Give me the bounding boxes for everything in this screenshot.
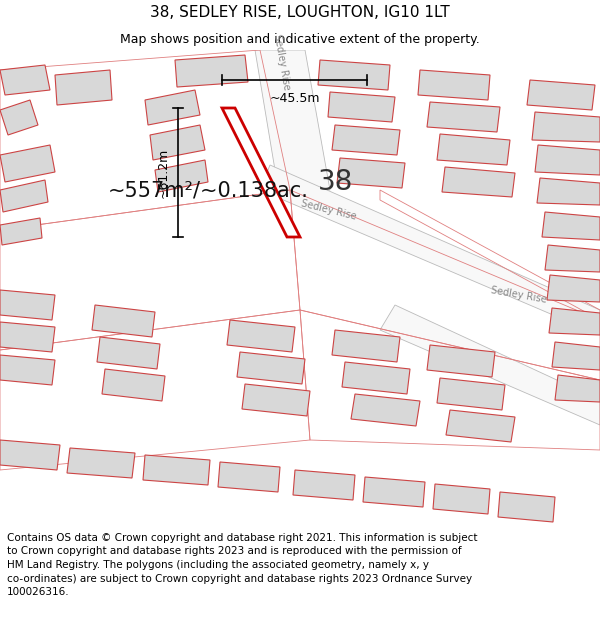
Polygon shape <box>97 337 160 369</box>
Polygon shape <box>552 342 600 370</box>
Text: ~45.5m: ~45.5m <box>269 92 320 105</box>
Polygon shape <box>427 102 500 132</box>
Polygon shape <box>442 167 515 197</box>
Text: Sedley Rise: Sedley Rise <box>272 33 292 91</box>
Polygon shape <box>145 90 200 125</box>
Polygon shape <box>222 108 300 237</box>
Polygon shape <box>0 65 50 95</box>
Polygon shape <box>293 470 355 500</box>
Polygon shape <box>67 448 135 478</box>
Polygon shape <box>0 100 38 135</box>
Polygon shape <box>332 125 400 155</box>
Polygon shape <box>155 160 208 192</box>
Polygon shape <box>380 305 600 425</box>
Polygon shape <box>542 212 600 240</box>
Polygon shape <box>318 60 390 90</box>
Polygon shape <box>0 218 42 245</box>
Polygon shape <box>242 384 310 416</box>
Polygon shape <box>342 362 410 394</box>
Text: Sedley Rise: Sedley Rise <box>300 198 358 222</box>
Polygon shape <box>0 355 55 385</box>
Polygon shape <box>535 145 600 175</box>
Polygon shape <box>218 462 280 492</box>
Polygon shape <box>0 180 48 212</box>
Polygon shape <box>547 275 600 302</box>
Polygon shape <box>255 50 330 200</box>
Text: 38, SEDLEY RISE, LOUGHTON, IG10 1LT: 38, SEDLEY RISE, LOUGHTON, IG10 1LT <box>150 5 450 20</box>
Polygon shape <box>260 165 600 335</box>
Text: ~557m²/~0.138ac.: ~557m²/~0.138ac. <box>108 180 309 200</box>
Polygon shape <box>545 245 600 272</box>
Polygon shape <box>337 158 405 188</box>
Polygon shape <box>437 134 510 165</box>
Polygon shape <box>92 305 155 337</box>
Polygon shape <box>0 290 55 320</box>
Text: Map shows position and indicative extent of the property.: Map shows position and indicative extent… <box>120 32 480 46</box>
Polygon shape <box>55 70 112 105</box>
Polygon shape <box>351 394 420 426</box>
Polygon shape <box>418 70 490 100</box>
Polygon shape <box>437 378 505 410</box>
Polygon shape <box>0 145 55 182</box>
Polygon shape <box>555 375 600 402</box>
Polygon shape <box>433 484 490 514</box>
Polygon shape <box>102 369 165 401</box>
Polygon shape <box>143 455 210 485</box>
Polygon shape <box>175 55 248 87</box>
Text: 38: 38 <box>318 168 353 196</box>
Polygon shape <box>0 322 55 352</box>
Polygon shape <box>150 125 205 160</box>
Polygon shape <box>446 410 515 442</box>
Polygon shape <box>549 308 600 335</box>
Polygon shape <box>427 345 495 377</box>
Polygon shape <box>227 320 295 352</box>
Polygon shape <box>363 477 425 507</box>
Polygon shape <box>237 352 305 384</box>
Polygon shape <box>332 330 400 362</box>
Text: ~61.2m: ~61.2m <box>157 148 170 198</box>
Text: Sedley Rise: Sedley Rise <box>490 285 548 305</box>
Polygon shape <box>537 178 600 205</box>
Polygon shape <box>0 440 60 470</box>
Text: Contains OS data © Crown copyright and database right 2021. This information is : Contains OS data © Crown copyright and d… <box>7 533 478 598</box>
Polygon shape <box>532 112 600 142</box>
Polygon shape <box>498 492 555 522</box>
Polygon shape <box>527 80 595 110</box>
Polygon shape <box>328 92 395 122</box>
